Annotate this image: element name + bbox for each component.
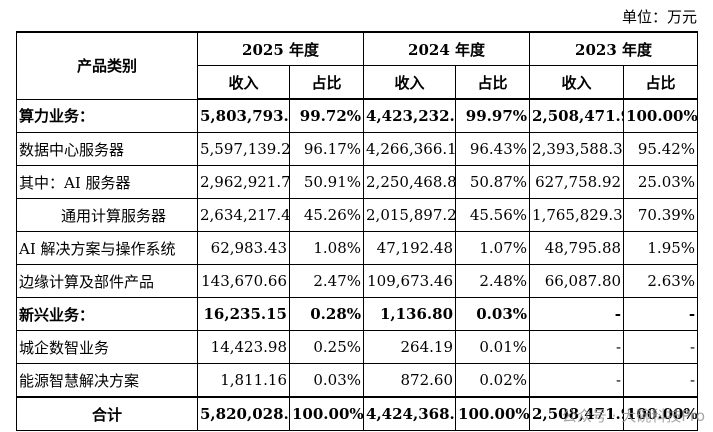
share-cell: 45.56% [455,198,531,232]
share-cell: 100.00% [623,98,699,133]
share-cell: 99.97% [455,98,531,133]
unit-label: 单位：万元 [621,8,697,26]
table-row: 新兴业务： 16,235.15 0.28% 1,136.80 0.03% - - [16,297,699,331]
header-year-2024: 2024 年度 [363,31,531,66]
revenue-cell: 2,634,217.46 [197,198,290,232]
row-label: 新兴业务： [16,297,198,331]
table-row: 通用计算服务器2,634,217.4645.26%2,015,897.2545.… [16,198,699,232]
table-row: 数据中心服务器5,597,139.2496.17%4,266,366.1496.… [16,132,699,166]
share-cell: 2.63% [623,264,699,298]
share-cell: - [623,297,699,331]
revenue-cell: 2,508,471.98 [529,98,625,133]
share-cell: 100.00% [455,396,531,431]
share-cell: 0.03% [288,363,365,398]
share-cell: 1.08% [288,231,365,265]
revenue-table: 产品类别 2025 年度 2024 年度 2023 年度 收入 占比 收入 占比… [16,31,699,431]
revenue-cell: 4,424,368.87 [363,396,457,431]
revenue-cell: 4,423,232.07 [363,98,457,133]
header-share: 占比 [288,65,365,100]
revenue-cell: 2,393,588.30 [529,132,625,166]
share-cell: 45.26% [288,198,365,232]
row-label: 数据中心服务器 [16,132,198,166]
share-cell: 0.03% [455,297,531,331]
table-row: AI 解决方案与操作系统 62,983.43 1.08% 47,192.48 1.07%… [16,231,699,265]
revenue-cell: 264.19 [363,330,457,364]
revenue-cell: 66,087.80 [529,264,625,298]
watermark: 公众号 · 大碗科技Pro [561,407,705,425]
share-cell: - [623,330,699,364]
share-cell: 2.47% [288,264,365,298]
revenue-cell: 5,803,793.33 [197,98,290,133]
revenue-cell: 1,765,829.39 [529,198,625,232]
share-cell: 0.25% [288,330,365,364]
revenue-cell: 872.60 [363,363,457,398]
table-row: 其中：AI 服务器2,962,921.7850.91%2,250,468.895… [16,165,699,199]
revenue-cell: 48,795.88 [529,231,625,265]
share-cell: 0.28% [288,297,365,331]
row-label: 城企数智业务 [16,330,198,364]
share-cell: 100.00% [623,396,699,431]
share-cell: 2.48% [455,264,531,298]
revenue-cell: 627,758.92 [529,165,625,199]
table-row: 边缘计算及部件产品 143,670.66 2.47% 109,673.46 2.48% 6… [16,264,699,298]
revenue-cell: 143,670.66 [197,264,290,298]
revenue-cell: 1,136.80 [363,297,457,331]
table-row: 算力业务：5,803,793.3399.72%4,423,232.0799.97… [16,98,699,133]
revenue-cell: 109,673.46 [363,264,457,298]
share-cell: 50.87% [455,165,531,199]
share-cell: 96.17% [288,132,365,166]
revenue-cell: 16,235.15 [197,297,290,331]
share-cell: 95.42% [623,132,699,166]
row-label: 能源智慧解决方案 [16,363,198,398]
revenue-cell: - [529,363,625,398]
row-label: 合计 [16,396,198,431]
revenue-cell: 2,962,921.78 [197,165,290,199]
revenue-cell: 2,250,468.89 [363,165,457,199]
share-cell: 0.02% [455,363,531,398]
share-cell: - [623,363,699,398]
revenue-cell: 5,820,028.47 [197,396,290,431]
revenue-cell: 14,423.98 [197,330,290,364]
header-category: 产品类别 [16,31,198,100]
share-cell: 50.91% [288,165,365,199]
header-revenue: 收入 [363,65,457,100]
revenue-cell: 1,811.16 [197,363,290,398]
table-row: 合计5,820,028.47100.00%4,424,368.87100.00%… [16,396,699,431]
share-cell: 0.01% [455,330,531,364]
revenue-cell: - [529,297,625,331]
share-cell: 99.72% [288,98,365,133]
share-cell: 25.03% [623,165,699,199]
header-year-2023: 2023 年度 [529,31,699,66]
share-cell: 96.43% [455,132,531,166]
row-label: 通用计算服务器 [16,198,198,232]
revenue-cell: - [529,330,625,364]
header-revenue: 收入 [197,65,290,100]
share-cell: 70.39% [623,198,699,232]
revenue-cell: 4,266,366.14 [363,132,457,166]
row-label: 边缘计算及部件产品 [16,264,198,298]
revenue-cell: 62,983.43 [197,231,290,265]
header-revenue: 收入 [529,65,625,100]
revenue-cell: 47,192.48 [363,231,457,265]
share-cell: 100.00% [288,396,365,431]
revenue-cell: 5,597,139.24 [197,132,290,166]
row-label: 算力业务： [16,98,198,133]
header-share: 占比 [623,65,699,100]
header-year-2025: 2025 年度 [196,31,365,66]
share-cell: 1.95% [623,231,699,265]
revenue-cell: 2,015,897.25 [363,198,457,232]
share-cell: 1.07% [455,231,531,265]
table-row: 城企数智业务 14,423.98 0.25% 264.19 0.01% - - [16,330,699,364]
header-share: 占比 [455,65,531,100]
table-row: 能源智慧解决方案 1,811.16 0.03% 872.60 0.02% - - [16,363,699,398]
row-label: AI 解决方案与操作系统 [16,231,198,265]
row-label: 其中：AI 服务器 [16,165,198,199]
